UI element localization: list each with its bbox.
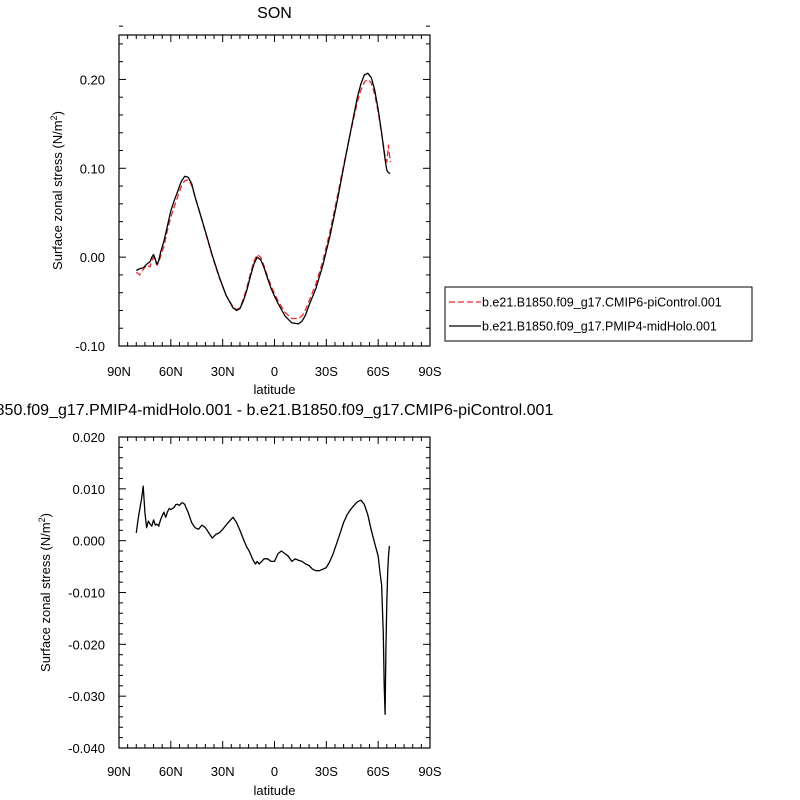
x-tick-label: 60S [367, 364, 390, 379]
x-tick-label: 60N [159, 364, 183, 379]
x-tick-label: 30N [211, 764, 235, 779]
y-axis-label-end: ) [38, 513, 53, 517]
x-axis-label: latitude [254, 783, 296, 798]
y-axis-label: Surface zonal stress (N/m2) [49, 111, 65, 270]
x-tick-label: 0 [271, 364, 278, 379]
x-axis-label: latitude [254, 382, 296, 397]
y-tick-label: 0.00 [80, 250, 105, 265]
series-line-0 [135, 485, 391, 715]
x-tick-label: 90N [107, 364, 131, 379]
legend-box [444, 286, 753, 342]
x-tick-label: 30N [211, 364, 235, 379]
y-tick-label: 0.000 [72, 534, 105, 549]
y-tick-label: -0.040 [68, 741, 105, 756]
y-tick-label: 0.10 [80, 161, 105, 176]
y-axis: -0.10 0.00 0.10 0.20 [75, 25, 430, 354]
panel-top: SON 90N 60N 30N 0 30S 60S 90S -0.10 0.00 0.10 0.20 l… [49, 5, 753, 397]
x-axis: 90N 60N 30N 0 30S 60S 90S [107, 35, 442, 379]
legend: b.e21.B1850.f09_g17.CMIP6-piControl.001b… [444, 286, 753, 342]
y-tick-label: 0.20 [80, 72, 105, 87]
x-tick-label: 60S [367, 764, 390, 779]
y-axis-label: Surface zonal stress (N/m2) [37, 513, 53, 672]
y-axis-label-text: Surface zonal stress (N/m [38, 522, 53, 672]
chart-title: SON [257, 5, 292, 22]
legend-label-1: b.e21.B1850.f09_g17.PMIP4-midHolo.001 [482, 320, 717, 334]
series-line-0 [135, 78, 391, 320]
legend-label-0: b.e21.B1850.f09_g17.CMIP6-piControl.001 [482, 296, 722, 310]
panel-bottom: 850.f09_g17.PMIP4-midHolo.001 - b.e21.B1… [0, 402, 553, 798]
y-tick-label: -0.020 [68, 637, 105, 652]
y-tick-label: -0.010 [68, 586, 105, 601]
series-group [135, 485, 391, 715]
y-axis: -0.040 -0.030 -0.020 -0.010 0.000 0.010 0.020 [68, 430, 430, 756]
series-line-1 [135, 72, 391, 325]
y-tick-label: -0.030 [68, 689, 105, 704]
x-tick-label: 0 [271, 764, 278, 779]
x-tick-label: 90N [107, 764, 131, 779]
y-axis-label-superscript: 2 [49, 115, 59, 120]
plot-frame [118, 34, 431, 347]
x-tick-label: 60N [159, 764, 183, 779]
y-tick-label: 0.020 [72, 430, 105, 445]
x-tick-label: 90S [418, 764, 441, 779]
x-tick-label: 30S [315, 764, 338, 779]
x-tick-label: 90S [418, 364, 441, 379]
x-tick-label: 30S [315, 364, 338, 379]
y-tick-label: -0.10 [75, 339, 105, 354]
series-group [135, 72, 391, 325]
plot-frame [118, 436, 431, 749]
y-axis-label-end: ) [50, 111, 65, 115]
y-axis-label-text: Surface zonal stress (N/m [50, 120, 65, 270]
y-axis-label-superscript: 2 [37, 517, 47, 522]
chart-title: 850.f09_g17.PMIP4-midHolo.001 - b.e21.B1… [0, 402, 553, 419]
x-axis: 90N 60N 30N 0 30S 60S 90S [107, 437, 442, 779]
y-tick-label: 0.010 [72, 482, 105, 497]
